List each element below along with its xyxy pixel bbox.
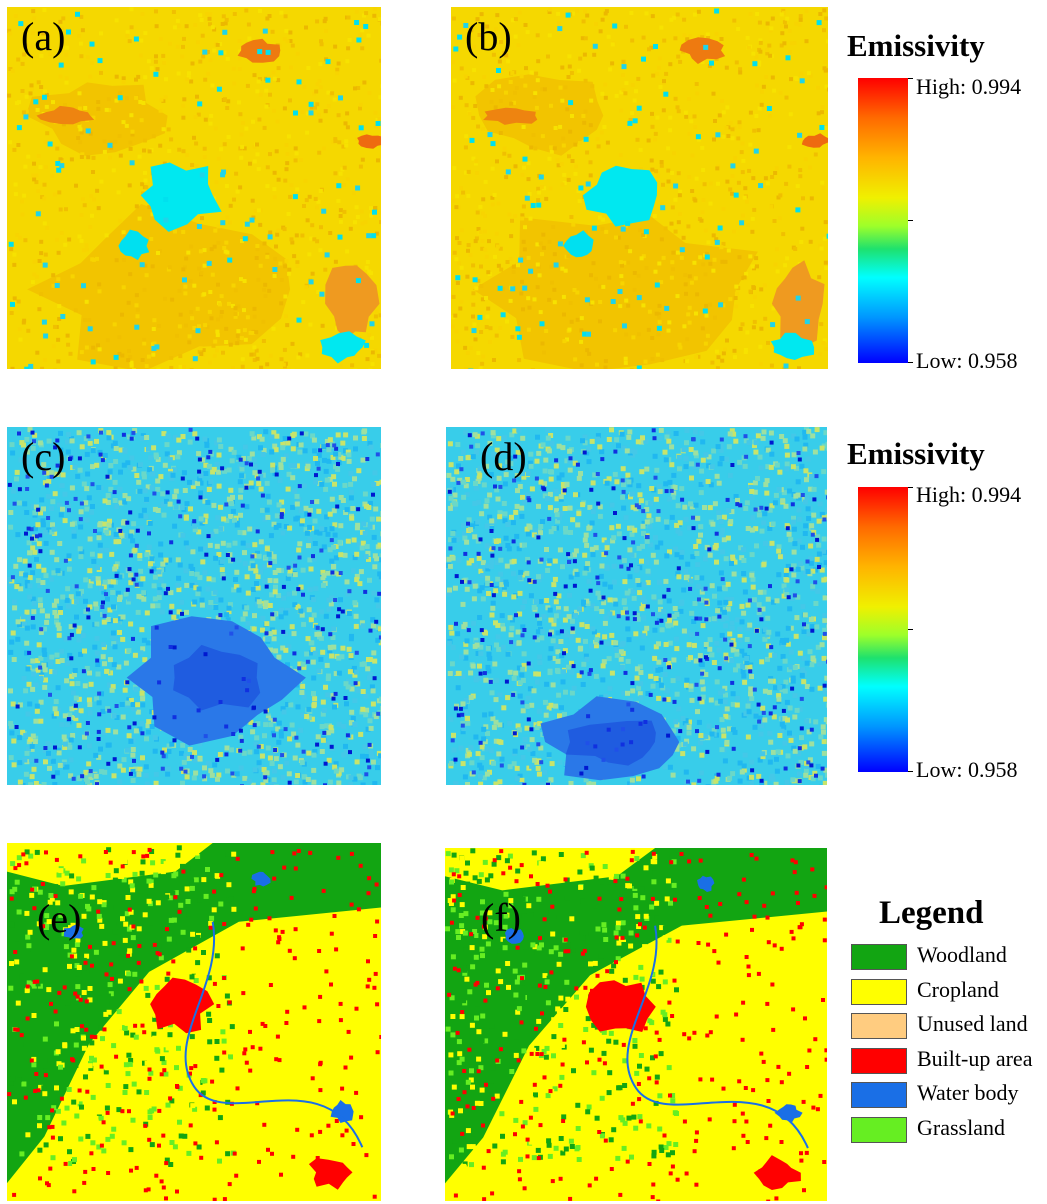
colorbar-tick <box>908 220 913 221</box>
grassland-texture <box>445 848 679 1170</box>
urban-low-emissivity <box>118 229 150 261</box>
water-body <box>505 928 524 944</box>
low-emissivity-zone <box>565 720 656 766</box>
colorbar-low-label-1: Low: 0.958 <box>916 348 1018 373</box>
raster-texture <box>451 7 828 369</box>
low-emissivity-specks <box>447 428 827 785</box>
map-panel-f: (f) <box>445 848 827 1201</box>
panel-label-f: (f) <box>481 895 521 940</box>
legend-label: Woodland <box>917 942 1007 967</box>
water-body <box>63 924 84 939</box>
river <box>626 925 809 1149</box>
high-emissivity-patch <box>483 107 538 125</box>
emissivity-map-c <box>7 427 381 785</box>
legend-label: Unused land <box>917 1011 1028 1036</box>
colorbar-tick <box>908 78 913 79</box>
river <box>184 921 364 1148</box>
urban-low-emissivity <box>320 331 366 364</box>
legend-swatch <box>851 944 907 970</box>
built-up-specks <box>7 847 381 1201</box>
built-up-area <box>150 977 215 1034</box>
map-panel-e: (e) <box>7 843 381 1201</box>
legend-swatch <box>851 1013 907 1039</box>
map-panel-c: (c) <box>7 427 381 785</box>
built-up-area <box>308 1158 353 1190</box>
urban-low-emissivity <box>582 165 658 227</box>
urban-low-emissivity <box>770 332 815 360</box>
panel-label-a: (a) <box>21 14 66 59</box>
built-up-area <box>753 1155 801 1190</box>
urban-low-emissivity <box>140 162 222 232</box>
legend-label: Water body <box>917 1080 1019 1105</box>
built-up-specks <box>447 849 827 1201</box>
map-panel-b: (b) <box>451 7 828 369</box>
emissivity-map-a <box>7 7 381 369</box>
panel-label-d: (d) <box>480 434 527 479</box>
colorbar-tick <box>908 487 913 488</box>
colorbar-title-2: Emissivity <box>847 436 985 471</box>
panel-label-b: (b) <box>465 14 512 59</box>
legend-swatch <box>851 1082 907 1108</box>
low-emissivity-specks <box>453 8 828 369</box>
legend-swatch <box>851 978 907 1005</box>
panel-label-e: (e) <box>37 896 82 941</box>
water-body <box>330 1100 354 1123</box>
landcover-map-f <box>445 848 827 1201</box>
raster-texture <box>7 7 381 369</box>
legend-title: Legend <box>879 895 984 931</box>
map-panel-d: (d) <box>446 427 827 785</box>
low-emissivity-specks <box>8 11 381 369</box>
high-emissivity-patch <box>357 134 381 149</box>
colorbar-tick <box>908 629 913 630</box>
emissivity-map-b <box>451 7 828 369</box>
urban-low-emissivity <box>563 230 594 258</box>
landcover-map-e <box>7 843 381 1201</box>
warm-zone <box>472 215 758 369</box>
high-emissivity-patch <box>679 37 726 64</box>
low-emissivity-zone <box>173 644 261 711</box>
legend-label: Built-up area <box>917 1045 1033 1071</box>
high-emissivity-patch <box>771 260 825 350</box>
water-body <box>774 1104 803 1124</box>
emissivity-map-d <box>446 427 827 785</box>
panel-label-c: (c) <box>21 434 66 479</box>
high-emissivity-patch <box>325 265 380 339</box>
colorbar-title-1: Emissivity <box>847 28 985 63</box>
colorbar-tick <box>908 362 913 363</box>
built-up-area <box>585 980 656 1032</box>
colorbar-high-label-2: High: 0.994 <box>916 482 1022 507</box>
legend-swatch <box>851 1116 907 1143</box>
colorbar-1 <box>858 78 913 363</box>
water-body <box>697 875 715 892</box>
woodland <box>445 848 827 1184</box>
legend-label: Cropland <box>917 976 999 1002</box>
colorbar-low-label-2: Low: 0.958 <box>916 757 1018 782</box>
low-emissivity-specks <box>7 427 381 785</box>
high-emissivity-patch <box>801 133 828 148</box>
colorbar-2 <box>858 487 913 772</box>
map-panel-a: (a) <box>7 7 381 369</box>
legend-label: Grassland <box>917 1114 1005 1140</box>
warm-zone <box>25 82 168 156</box>
high-emissivity-patch <box>36 105 95 125</box>
colorbar-tick <box>908 771 913 772</box>
legend-swatch <box>851 1047 907 1074</box>
warm-zone <box>475 74 604 156</box>
water-body <box>251 871 271 887</box>
colorbar-high-label-1: High: 0.994 <box>916 74 1022 99</box>
